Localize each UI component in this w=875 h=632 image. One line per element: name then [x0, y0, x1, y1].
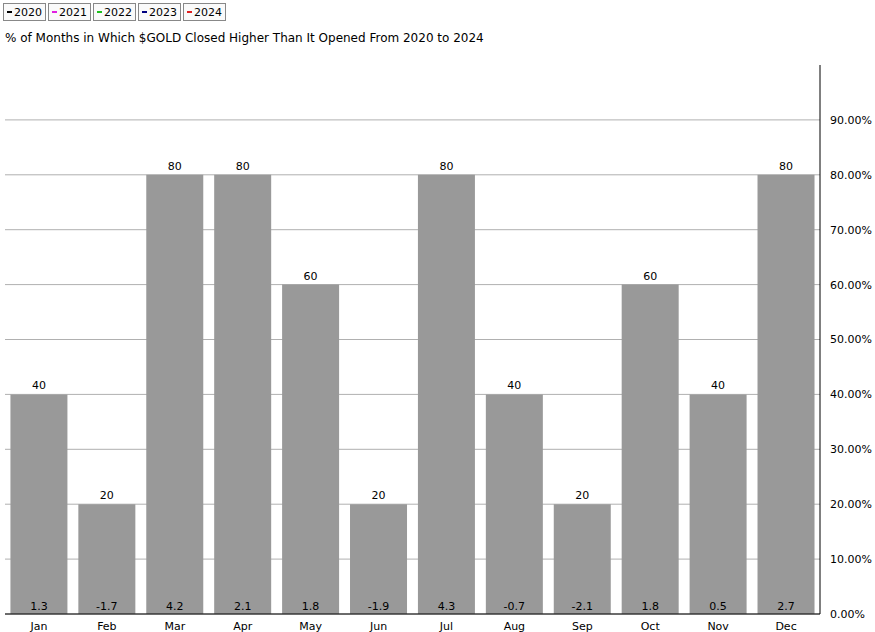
svg-text:50.00%: 50.00% — [830, 333, 867, 346]
svg-text:1.8: 1.8 — [641, 600, 659, 613]
svg-text:Sep: Sep — [572, 620, 593, 632]
svg-text:60.00%: 60.00% — [830, 279, 867, 292]
svg-text:20.00%: 20.00% — [830, 498, 867, 511]
svg-text:40: 40 — [507, 379, 521, 392]
svg-text:80.00%: 80.00% — [830, 169, 867, 182]
svg-text:4.3: 4.3 — [438, 600, 456, 613]
svg-text:Nov: Nov — [707, 620, 729, 632]
svg-text:0.00%: 0.00% — [830, 608, 865, 621]
svg-text:40: 40 — [32, 379, 46, 392]
svg-text:-1.9: -1.9 — [368, 600, 389, 613]
svg-text:80: 80 — [439, 160, 453, 173]
svg-text:10.00%: 10.00% — [830, 553, 867, 566]
svg-text:20: 20 — [575, 489, 589, 502]
svg-text:Aug: Aug — [504, 620, 525, 632]
svg-text:80: 80 — [168, 160, 182, 173]
svg-text:2.1: 2.1 — [234, 600, 252, 613]
svg-text:-1.7: -1.7 — [96, 600, 117, 613]
svg-text:Oct: Oct — [641, 620, 661, 632]
svg-text:Jun: Jun — [369, 620, 387, 632]
html-text:% of Months in Which $GOLD Clo: % of Months in Which $GOLD Closed Higher… — [5, 31, 484, 45]
html-text:2023: 2023 — [149, 5, 177, 19]
svg-text:Dec: Dec — [775, 620, 796, 632]
svg-text:0.5: 0.5 — [709, 600, 727, 613]
html-text:2021: 2021 — [59, 5, 87, 19]
svg-text:Jan: Jan — [29, 620, 47, 632]
svg-text:40: 40 — [711, 379, 725, 392]
svg-text:Apr: Apr — [233, 620, 253, 632]
svg-text:80: 80 — [236, 160, 250, 173]
html-text:2020: 2020 — [14, 5, 42, 19]
svg-text:60: 60 — [643, 270, 657, 283]
svg-text:May: May — [299, 620, 322, 632]
svg-text:Jul: Jul — [439, 620, 453, 632]
svg-text:80: 80 — [779, 160, 793, 173]
svg-text:40.00%: 40.00% — [830, 388, 867, 401]
svg-text:60: 60 — [304, 270, 318, 283]
svg-text:2.7: 2.7 — [777, 600, 795, 613]
svg-text:-2.1: -2.1 — [572, 600, 593, 613]
html-text:2024: 2024 — [194, 5, 222, 19]
svg-text:70.00%: 70.00% — [830, 224, 867, 237]
svg-text:20: 20 — [372, 489, 386, 502]
svg-text:4.2: 4.2 — [166, 600, 184, 613]
svg-text:Mar: Mar — [164, 620, 185, 632]
svg-text:1.3: 1.3 — [30, 600, 48, 613]
svg-text:30.00%: 30.00% — [830, 443, 867, 456]
svg-text:20: 20 — [100, 489, 114, 502]
svg-text:-0.7: -0.7 — [504, 600, 525, 613]
svg-text:Feb: Feb — [97, 620, 116, 632]
svg-text:90.00%: 90.00% — [830, 114, 867, 127]
svg-text:1.8: 1.8 — [302, 600, 320, 613]
html-text:2022: 2022 — [104, 5, 132, 19]
